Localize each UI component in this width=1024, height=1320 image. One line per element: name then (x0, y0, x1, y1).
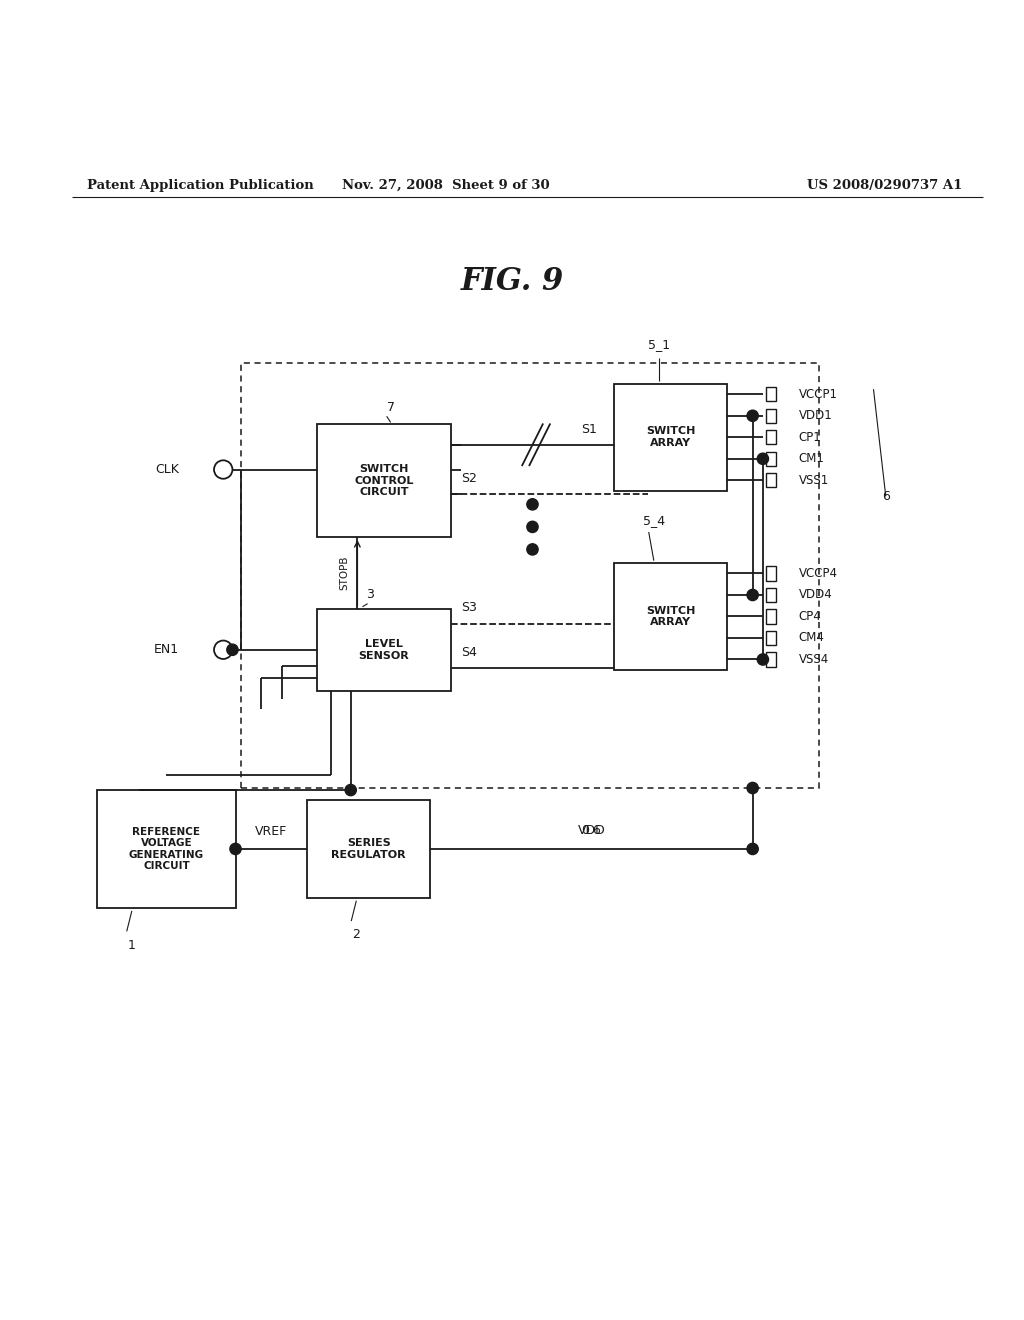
Bar (766, 631, 776, 645)
Circle shape (748, 411, 758, 421)
Bar (614, 562, 727, 671)
Text: S4: S4 (461, 645, 477, 659)
Circle shape (758, 653, 768, 665)
Text: S2: S2 (461, 473, 477, 486)
Text: CM1: CM1 (799, 453, 824, 465)
Circle shape (748, 783, 758, 793)
Text: STOPB: STOPB (339, 556, 349, 590)
Text: 1: 1 (128, 939, 136, 952)
Text: 5_1: 5_1 (648, 338, 671, 351)
Bar (766, 409, 776, 422)
Bar (766, 652, 776, 667)
Bar (766, 587, 776, 602)
Text: EN1: EN1 (154, 643, 179, 656)
Circle shape (526, 521, 539, 532)
Text: Nov. 27, 2008  Sheet 9 of 30: Nov. 27, 2008 Sheet 9 of 30 (342, 180, 549, 191)
Text: 2: 2 (352, 928, 360, 941)
Circle shape (214, 640, 232, 659)
Circle shape (229, 843, 242, 854)
Text: FIG. 9: FIG. 9 (461, 265, 563, 297)
Text: 7: 7 (387, 401, 394, 414)
Bar (766, 610, 776, 623)
Text: US 2008/0290737 A1: US 2008/0290737 A1 (807, 180, 963, 191)
Bar (241, 363, 819, 788)
Text: SWITCH
ARRAY: SWITCH ARRAY (646, 606, 695, 627)
Text: S3: S3 (461, 602, 477, 614)
Text: SWITCH
CONTROL
CIRCUIT: SWITCH CONTROL CIRCUIT (354, 465, 414, 498)
Bar (317, 425, 451, 537)
Circle shape (758, 453, 768, 465)
Circle shape (214, 461, 232, 479)
Bar (766, 387, 776, 401)
Circle shape (345, 784, 356, 796)
Text: Patent Application Publication: Patent Application Publication (87, 180, 313, 191)
Text: SWITCH
ARRAY: SWITCH ARRAY (646, 426, 695, 447)
Text: VDD1: VDD1 (799, 409, 833, 422)
Text: LEVEL
SENSOR: LEVEL SENSOR (358, 639, 410, 660)
Text: VDD4: VDD4 (799, 589, 833, 602)
Text: CM4: CM4 (799, 631, 824, 644)
Circle shape (748, 589, 758, 601)
Text: 5_4: 5_4 (643, 513, 665, 527)
Text: 3: 3 (366, 587, 374, 601)
Bar (317, 609, 451, 690)
Bar (307, 800, 430, 898)
Bar (614, 384, 727, 491)
Bar (766, 566, 776, 581)
Circle shape (526, 544, 539, 554)
Text: S1: S1 (581, 422, 597, 436)
Text: VDD: VDD (578, 824, 605, 837)
Text: CLK: CLK (156, 463, 179, 477)
Text: VCCP4: VCCP4 (799, 568, 838, 579)
Text: VREF: VREF (255, 825, 288, 838)
Bar (766, 451, 776, 466)
Text: SERIES
REGULATOR: SERIES REGULATOR (332, 838, 406, 859)
Circle shape (227, 644, 238, 656)
Text: VSS4: VSS4 (799, 653, 829, 667)
Bar (97, 791, 236, 908)
Text: REFERENCE
VOLTAGE
GENERATING
CIRCUIT: REFERENCE VOLTAGE GENERATING CIRCUIT (129, 826, 204, 871)
Text: VCCP1: VCCP1 (799, 388, 838, 401)
Text: 6: 6 (882, 490, 890, 503)
Bar (766, 473, 776, 487)
Bar (766, 430, 776, 445)
Text: VSS1: VSS1 (799, 474, 829, 487)
Circle shape (748, 843, 758, 854)
Text: CP4: CP4 (799, 610, 821, 623)
Text: CP1: CP1 (799, 430, 821, 444)
Circle shape (526, 499, 539, 510)
Text: 0.6: 0.6 (582, 824, 601, 837)
